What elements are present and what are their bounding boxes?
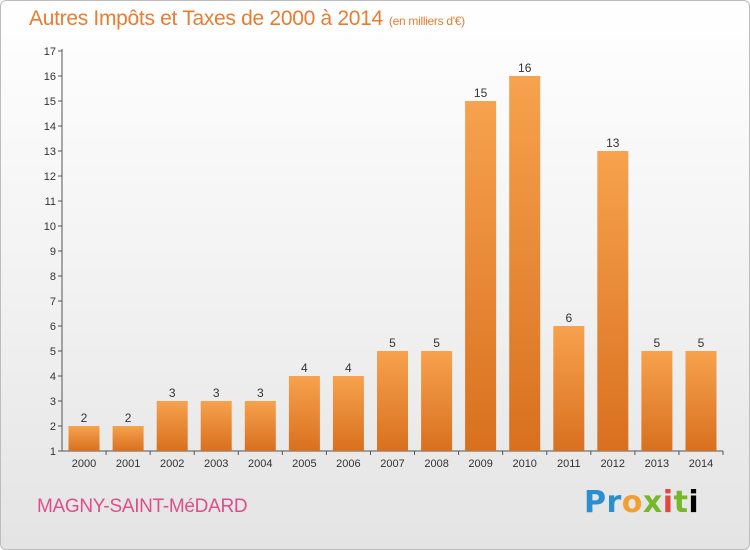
- x-tick-label: 2011: [557, 458, 581, 470]
- bar: [421, 351, 453, 451]
- data-label: 16: [518, 61, 532, 75]
- data-label: 5: [698, 336, 705, 350]
- y-tick-label: 9: [50, 246, 56, 258]
- bar: [641, 351, 673, 451]
- y-tick-label: 8: [50, 271, 56, 283]
- x-tick-label: 2002: [160, 458, 184, 470]
- y-tick-label: 12: [44, 171, 56, 183]
- y-tick-label: 10: [44, 221, 56, 233]
- bar: [509, 76, 541, 451]
- y-tick-label: 13: [44, 146, 56, 158]
- data-label: 4: [301, 361, 308, 375]
- data-label: 5: [654, 336, 661, 350]
- x-tick-label: 2012: [601, 458, 625, 470]
- x-tick-label: 2008: [424, 458, 448, 470]
- y-tick-label: 6: [50, 321, 56, 333]
- x-tick-label: 2005: [292, 458, 316, 470]
- bar: [244, 401, 276, 451]
- y-tick-label: 17: [44, 46, 56, 58]
- proxiti-logo: Proxiti: [584, 485, 699, 520]
- x-tick-label: 2000: [72, 458, 96, 470]
- bar: [332, 376, 364, 451]
- bar: [597, 151, 629, 451]
- commune-name: MAGNY-SAINT-MéDARD: [37, 496, 248, 517]
- data-label: 6: [565, 311, 572, 325]
- data-label: 13: [606, 136, 620, 150]
- x-tick-label: 2001: [116, 458, 140, 470]
- bar: [68, 426, 100, 451]
- x-tick-label: 2006: [336, 458, 360, 470]
- x-tick-label: 2003: [204, 458, 228, 470]
- data-label: 3: [257, 386, 264, 400]
- bar: [288, 376, 320, 451]
- logo-letter: i: [662, 485, 674, 520]
- data-label: 2: [81, 411, 88, 425]
- chart-title-text: Autres Impôts et Taxes de 2000 à 2014: [29, 7, 383, 30]
- chart-unit: (en milliers d'€): [388, 14, 465, 28]
- x-tick-label: 2010: [512, 458, 536, 470]
- bar: [553, 326, 585, 451]
- data-label: 2: [125, 411, 132, 425]
- data-label: 5: [389, 336, 396, 350]
- y-tick-label: 14: [44, 121, 56, 133]
- bar: [377, 351, 408, 451]
- x-tick-label: 2013: [645, 458, 669, 470]
- bar: [112, 426, 144, 451]
- y-tick-label: 1: [50, 446, 56, 458]
- data-label: 15: [474, 86, 488, 100]
- x-tick-label: 2007: [380, 458, 404, 470]
- y-tick-label: 5: [50, 346, 56, 358]
- y-tick-label: 3: [50, 396, 56, 408]
- bar: [685, 351, 717, 451]
- logo-letter: x: [642, 485, 663, 520]
- chart-title: Autres Impôts et Taxes de 2000 à 2014 (en…: [29, 7, 465, 31]
- y-tick-label: 16: [44, 71, 56, 83]
- data-label: 3: [213, 386, 220, 400]
- x-tick-label: 2009: [468, 458, 492, 470]
- data-label: 5: [433, 336, 440, 350]
- logo-letter: o: [621, 485, 643, 520]
- bar: [200, 401, 232, 451]
- x-tick-label: 2004: [248, 458, 272, 470]
- logo-letter: t: [673, 485, 689, 520]
- y-tick-label: 4: [50, 371, 56, 383]
- logo-letter: P: [584, 485, 607, 520]
- y-tick-label: 15: [44, 96, 56, 108]
- data-label: 4: [345, 361, 352, 375]
- x-tick-label: 2014: [689, 458, 713, 470]
- y-tick-label: 11: [45, 196, 56, 208]
- logo-letter: r: [606, 485, 622, 520]
- logo-letter: i: [688, 485, 700, 520]
- bar: [465, 101, 497, 451]
- y-tick-label: 7: [50, 296, 56, 308]
- data-label: 3: [169, 386, 176, 400]
- y-tick-label: 2: [50, 421, 56, 433]
- bar: [156, 401, 188, 451]
